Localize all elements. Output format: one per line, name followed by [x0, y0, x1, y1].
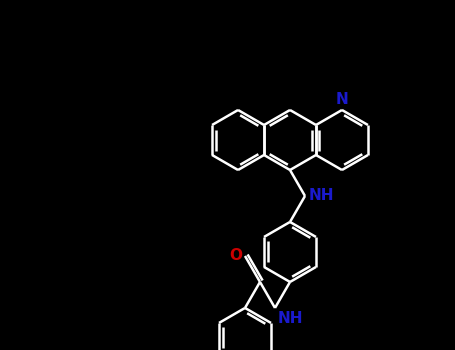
Text: NH: NH: [278, 311, 303, 326]
Text: NH: NH: [309, 189, 334, 203]
Text: N: N: [336, 92, 349, 107]
Text: O: O: [229, 248, 242, 264]
